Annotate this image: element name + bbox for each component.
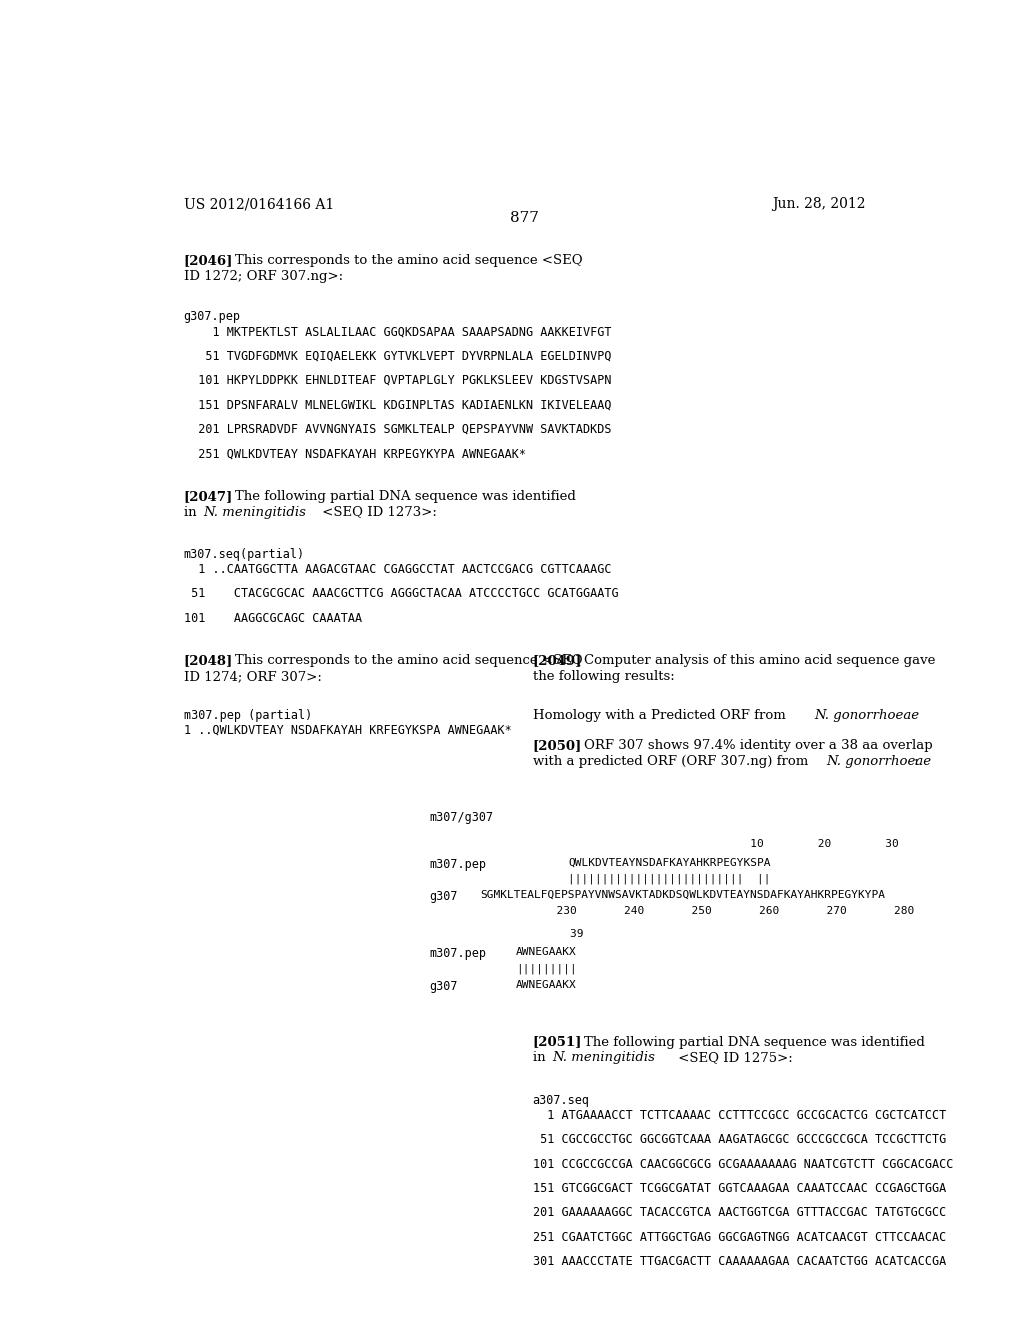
Text: SGMKLTEALFQEPSPAYVNWSAVKTADKDSQWLKDVTEAYNSDAFKAYAHKRPEGYKYPA: SGMKLTEALFQEPSPAYVNWSAVKTADKDSQWLKDVTEAY… — [480, 890, 886, 900]
Text: 301 AAACCCTATE TTGACGACTT CAAAAAAGAA CACAATCTGG ACATCACCGA: 301 AAACCCTATE TTGACGACTT CAAAAAAGAA CAC… — [532, 1255, 946, 1269]
Text: 51 CGCCGCCTGC GGCGGTCAAA AAGATAGCGC GCCCGCCGCA TCCGCTTCTG: 51 CGCCGCCTGC GGCGGTCAAA AAGATAGCGC GCCC… — [532, 1133, 946, 1146]
Text: in: in — [183, 506, 201, 519]
Text: [2051]: [2051] — [532, 1036, 582, 1048]
Text: 230       240       250       260       270       280: 230 240 250 260 270 280 — [516, 907, 914, 916]
Text: [2049]: [2049] — [532, 655, 582, 668]
Text: 1 ..CAATGGCTTA AAGACGTAAC CGAGGCCTAT AACTCCGACG CGTTCAAAGC: 1 ..CAATGGCTTA AAGACGTAAC CGAGGCCTAT AAC… — [183, 562, 611, 576]
Text: N. meningitidis: N. meningitidis — [553, 1051, 655, 1064]
Text: Homology with a Predicted ORF from: Homology with a Predicted ORF from — [532, 709, 790, 722]
Text: 39: 39 — [516, 929, 584, 939]
Text: N. meningitidis: N. meningitidis — [204, 506, 306, 519]
Text: <SEQ ID 1273>:: <SEQ ID 1273>: — [318, 506, 437, 519]
Text: 101 HKPYLDDPKK EHNLDITEAF QVPTAPLGLY PGKLKSLEEV KDGSTVSAPN: 101 HKPYLDDPKK EHNLDITEAF QVPTAPLGLY PGK… — [183, 374, 611, 387]
Text: in: in — [532, 1051, 550, 1064]
Text: 10        20        30: 10 20 30 — [703, 840, 899, 849]
Text: <SEQ ID 1275>:: <SEQ ID 1275>: — [674, 1051, 793, 1064]
Text: Computer analysis of this amino acid sequence gave: Computer analysis of this amino acid seq… — [585, 655, 936, 668]
Text: [2050]: [2050] — [532, 739, 582, 752]
Text: [2047]: [2047] — [183, 490, 232, 503]
Text: |||||||||: ||||||||| — [516, 964, 577, 974]
Text: :: : — [913, 755, 919, 768]
Text: [2046]: [2046] — [183, 253, 232, 267]
Text: This corresponds to the amino acid sequence <SEQ: This corresponds to the amino acid seque… — [236, 253, 583, 267]
Text: AWNEGAAKX: AWNEGAAKX — [516, 948, 577, 957]
Text: 251 CGAATCTGGC ATTGGCTGAG GGCGAGTNGG ACATCAACGT CTTCCAACAC: 251 CGAATCTGGC ATTGGCTGAG GGCGAGTNGG ACA… — [532, 1230, 946, 1243]
Text: 1 MKTPEKTLST ASLALILAAC GGQKDSAPAA SAAAPSADNG AAKKEIVFGT: 1 MKTPEKTLST ASLALILAAC GGQKDSAPAA SAAAP… — [183, 325, 611, 338]
Text: g307.pep: g307.pep — [183, 310, 241, 323]
Text: QWLKDVTEAYNSDAFKAYAHKRPEGYKSPA: QWLKDVTEAYNSDAFKAYAHKRPEGYKSPA — [568, 858, 771, 867]
Text: The following partial DNA sequence was identified: The following partial DNA sequence was i… — [236, 490, 577, 503]
Text: 51 TVGDFGDMVK EQIQAELEKK GYTVKLVEPT DYVRPNLALA EGELDINVPQ: 51 TVGDFGDMVK EQIQAELEKK GYTVKLVEPT DYVR… — [183, 350, 611, 363]
Text: a307.seq: a307.seq — [532, 1094, 590, 1107]
Text: m307.pep: m307.pep — [430, 858, 486, 871]
Text: 151 DPSNFARALV MLNELGWIKL KDGINPLTAS KADIAENLKN IKIVELEAAQ: 151 DPSNFARALV MLNELGWIKL KDGINPLTAS KAD… — [183, 399, 611, 412]
Text: 51    CTACGCGCAC AAACGCTTCG AGGGCTACAA ATCCCCTGCC GCATGGAATG: 51 CTACGCGCAC AAACGCTTCG AGGGCTACAA ATCC… — [183, 587, 618, 601]
Text: [2048]: [2048] — [183, 655, 232, 668]
Text: 201 LPRSRADVDF AVVNGNYAIS SGMKLTEALP QEPSPAYVNW SAVKTADKDS: 201 LPRSRADVDF AVVNGNYAIS SGMKLTEALP QEP… — [183, 422, 611, 436]
Text: the following results:: the following results: — [532, 671, 675, 684]
Text: The following partial DNA sequence was identified: The following partial DNA sequence was i… — [585, 1036, 926, 1048]
Text: m307.pep: m307.pep — [430, 948, 486, 960]
Text: N. gonorrhoeae: N. gonorrhoeae — [814, 709, 920, 722]
Text: 251 QWLKDVTEAY NSDAFKAYAH KRPEGYKYPA AWNEGAAK*: 251 QWLKDVTEAY NSDAFKAYAH KRPEGYKYPA AWN… — [183, 447, 525, 461]
Text: ID 1274; ORF 307>:: ID 1274; ORF 307>: — [183, 671, 322, 684]
Text: ||||||||||||||||||||||||||  ||: |||||||||||||||||||||||||| || — [568, 874, 771, 884]
Text: N. gonorrhoeae: N. gonorrhoeae — [826, 755, 932, 768]
Text: ID 1272; ORF 307.ng>:: ID 1272; ORF 307.ng>: — [183, 269, 343, 282]
Text: 151 GTCGGCGACT TCGGCGATAT GGTCAAAGAA CAAATCCAAC CCGAGCTGGA: 151 GTCGGCGACT TCGGCGATAT GGTCAAAGAA CAA… — [532, 1181, 946, 1195]
Text: m307.seq(partial): m307.seq(partial) — [183, 548, 305, 561]
Text: Jun. 28, 2012: Jun. 28, 2012 — [772, 197, 866, 211]
Text: m307/g307: m307/g307 — [430, 810, 494, 824]
Text: 101    AAGGCGCAGC CAAATAA: 101 AAGGCGCAGC CAAATAA — [183, 611, 361, 624]
Text: This corresponds to the amino acid sequence <SEQ: This corresponds to the amino acid seque… — [236, 655, 583, 668]
Text: g307: g307 — [430, 890, 458, 903]
Text: 1 ATGAAAACCT TCTTCAAAAC CCTTTCCGCC GCCGCACTCG CGCTCATCCT: 1 ATGAAAACCT TCTTCAAAAC CCTTTCCGCC GCCGC… — [532, 1109, 946, 1122]
Text: US 2012/0164166 A1: US 2012/0164166 A1 — [183, 197, 334, 211]
Text: 201 GAAAAAAGGC TACACCGTCA AACTGGTCGA GTTTACCGAC TATGTGCGCC: 201 GAAAAAAGGC TACACCGTCA AACTGGTCGA GTT… — [532, 1206, 946, 1220]
Text: AWNEGAAKX: AWNEGAAKX — [516, 979, 577, 990]
Text: m307.pep (partial): m307.pep (partial) — [183, 709, 311, 722]
Text: 877: 877 — [510, 211, 540, 226]
Text: 101 CCGCCGCCGA CAACGGCGCG GCGAAAAAAAG NAATCGTCTT CGGCACGACC: 101 CCGCCGCCGA CAACGGCGCG GCGAAAAAAAG NA… — [532, 1158, 953, 1171]
Text: 1 ..QWLKDVTEAY NSDAFKAYAH KRFEGYKSPA AWNEGAAK*: 1 ..QWLKDVTEAY NSDAFKAYAH KRFEGYKSPA AWN… — [183, 723, 511, 737]
Text: g307: g307 — [430, 979, 458, 993]
Text: with a predicted ORF (ORF 307.ng) from: with a predicted ORF (ORF 307.ng) from — [532, 755, 812, 768]
Text: ORF 307 shows 97.4% identity over a 38 aa overlap: ORF 307 shows 97.4% identity over a 38 a… — [585, 739, 933, 752]
